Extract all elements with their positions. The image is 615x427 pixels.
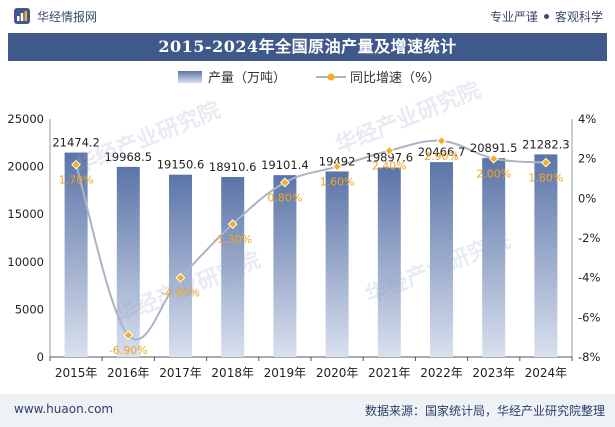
- growth-value-label: 2.40%: [372, 160, 407, 173]
- y-right-tick-label: -8%: [578, 350, 600, 364]
- legend-line-marker: [327, 73, 335, 81]
- top-bar: 华经情报网 专业严谨 客观科学: [0, 0, 615, 32]
- growth-marker: [488, 153, 499, 164]
- growth-value-label: 2.90%: [424, 150, 459, 163]
- growth-value-label: 0.80%: [267, 191, 302, 204]
- bar-8: [482, 158, 506, 357]
- bar-value-label: 20891.5: [470, 141, 518, 155]
- growth-marker: [175, 272, 186, 283]
- growth-marker: [123, 330, 134, 341]
- growth-marker: [279, 177, 290, 188]
- bar-2: [169, 174, 192, 357]
- bar-0: [64, 152, 88, 357]
- bar-value-label: 19897.6: [366, 151, 414, 165]
- growth-value-label: 2.00%: [476, 168, 511, 181]
- tagline-left: 专业严谨: [489, 10, 538, 24]
- bar-1: [116, 166, 140, 357]
- growth-marker: [384, 145, 395, 156]
- y-left-tick-label: 10000: [7, 255, 44, 269]
- y-right-tick-label: -2%: [578, 231, 600, 245]
- x-tick-label: 2021年: [368, 366, 411, 380]
- bar-6: [377, 167, 401, 357]
- y-right-tick-label: 4%: [578, 112, 596, 126]
- y-right-tick-label: -6%: [578, 310, 600, 324]
- y-left-tick-label: 20000: [7, 160, 44, 174]
- chart: 产量（万吨） 同比增速（%） 0 5000 10000 15000 20000 25000 -8…: [7, 71, 600, 380]
- growth-marker: [227, 219, 238, 230]
- x-tick-label: 2016年: [107, 366, 150, 380]
- footer: www.huaon.com 数据来源：国家统计局，华经产业研究院整理: [0, 394, 615, 427]
- bar-value-label: 19150.6: [157, 158, 205, 172]
- growth-value-label: 1.60%: [320, 176, 355, 189]
- y-left-tick-label: 25000: [7, 112, 44, 126]
- bar-value-label: 21474.2: [52, 136, 100, 150]
- growth-marker: [332, 161, 343, 172]
- logo-icon: [14, 8, 30, 24]
- x-tick-label: 2024年: [525, 366, 568, 380]
- growth-marker: [436, 135, 447, 146]
- bar-value-label: 19101.4: [261, 158, 309, 172]
- y-left-tick-label: 15000: [7, 207, 44, 221]
- bar-3: [221, 176, 245, 357]
- x-tick-label: 2015年: [55, 366, 98, 380]
- y-right-tick-label: 0%: [578, 191, 596, 205]
- growth-value-label: 1.70%: [59, 174, 94, 187]
- bar-value-label: 19492: [319, 154, 356, 168]
- chart-title: 2015-2024年全国原油产量及增速统计: [8, 33, 607, 61]
- growth-marker: [71, 159, 82, 170]
- x-tick-label: 2020年: [316, 366, 359, 380]
- growth-value-label: -4.00%: [161, 287, 200, 300]
- bar-4: [273, 175, 297, 357]
- x-tick-label: 2018年: [211, 366, 254, 380]
- data-source: 数据来源：国家统计局，华经产业研究院整理: [364, 404, 605, 418]
- x-tick-label: 2023年: [472, 366, 515, 380]
- legend-label-output: 产量（万吨）: [208, 71, 286, 86]
- x-tick-label: 2017年: [159, 366, 202, 380]
- bar-5: [325, 171, 349, 357]
- legend-label-growth: 同比增速（%）: [350, 71, 440, 86]
- bar-value-label: 20466.7: [418, 145, 466, 159]
- brand-name: 华经情报网: [37, 9, 98, 24]
- y-left-tick-label: 5000: [15, 302, 44, 316]
- x-tick-label: 2019年: [264, 366, 307, 380]
- x-tick-label: 2022年: [420, 366, 463, 380]
- growth-value-label: -6.90%: [109, 344, 148, 357]
- bar-7: [430, 162, 453, 357]
- bar-value-label: 18910.6: [209, 160, 257, 174]
- bar-value-label: 19968.5: [105, 150, 153, 164]
- bar-value-label: 21282.3: [522, 137, 570, 151]
- website-link[interactable]: www.huaon.com: [14, 402, 114, 416]
- y-right-tick-label: -4%: [578, 271, 600, 285]
- y-right-tick-label: 2%: [578, 152, 596, 166]
- separator-dot: [543, 14, 549, 19]
- y-left-tick-label: 0: [37, 350, 44, 364]
- growth-value-label: 1.80%: [528, 172, 563, 185]
- brand[interactable]: 华经情报网: [13, 6, 97, 26]
- bar-9: [534, 154, 558, 357]
- tagline-right: 客观科学: [554, 10, 603, 24]
- growth-value-label: -1.30%: [213, 233, 252, 246]
- growth-marker: [540, 157, 551, 168]
- tagline: 专业严谨 客观科学: [490, 8, 603, 25]
- legend-bar-swatch: [178, 71, 202, 83]
